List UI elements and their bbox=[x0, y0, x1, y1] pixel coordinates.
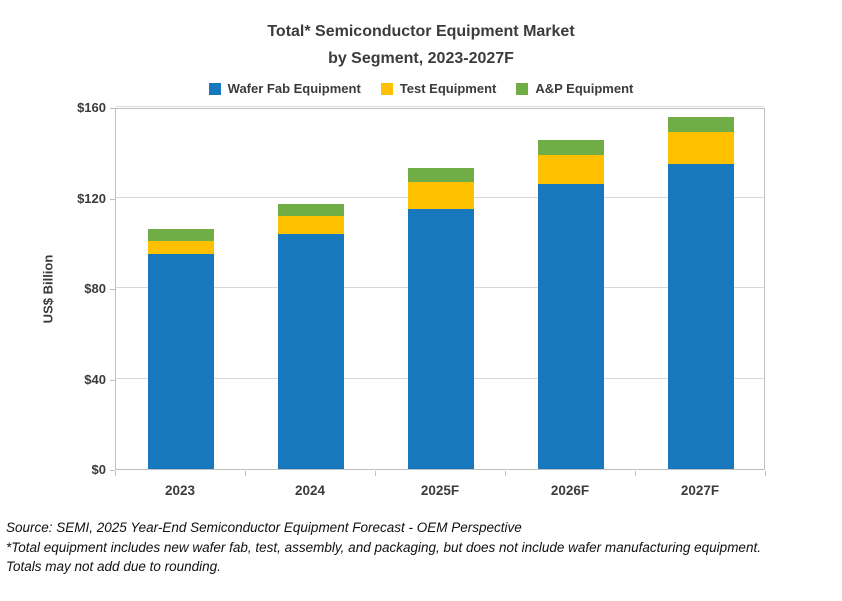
bar-segment bbox=[278, 233, 344, 469]
legend-swatch bbox=[380, 82, 393, 95]
y-axis-tick bbox=[110, 289, 115, 290]
x-tick-label: 2026F bbox=[550, 483, 590, 498]
x-axis-tick bbox=[115, 471, 116, 476]
x-tick-label: 2025F bbox=[420, 483, 460, 498]
y-tick-label: $80 bbox=[84, 281, 106, 296]
legend-swatch bbox=[208, 82, 221, 95]
y-axis-tick bbox=[110, 198, 115, 200]
bar-segment bbox=[408, 208, 474, 469]
bar-segment bbox=[538, 154, 604, 184]
source-note: Source: SEMI, 2025 Year-End Semiconducto… bbox=[6, 518, 840, 577]
footnote-line: *Total equipment includes new wafer fab,… bbox=[6, 539, 761, 555]
x-axis-tick bbox=[375, 471, 376, 476]
source-line: Source: SEMI, 2025 Year-End Semiconducto… bbox=[6, 520, 522, 535]
y-tick-label: $160 bbox=[77, 100, 106, 115]
legend-item: A&P Equipment bbox=[516, 81, 633, 96]
legend-label: Wafer Fab Equipment bbox=[227, 81, 361, 96]
x-axis-tick bbox=[765, 471, 766, 476]
x-axis-tick bbox=[635, 471, 636, 476]
y-axis-tick bbox=[110, 379, 115, 381]
y-axis-tick bbox=[110, 108, 115, 109]
footnote-line: Totals may not add due to rounding. bbox=[6, 559, 221, 574]
x-tick-label: 2027F bbox=[680, 483, 720, 498]
plot-area bbox=[115, 106, 765, 470]
y-tick-label: $120 bbox=[77, 190, 106, 206]
bar-segment bbox=[278, 215, 344, 234]
bar-segment bbox=[148, 254, 214, 469]
bar-segment bbox=[148, 240, 214, 255]
bar-segment bbox=[668, 163, 734, 469]
chart-title-line1: Total* Semiconductor Equipment Market bbox=[267, 23, 575, 40]
y-tick-label: $0 bbox=[91, 462, 106, 477]
legend-label: Test Equipment bbox=[399, 81, 497, 96]
bar-segment bbox=[538, 183, 604, 469]
chart-legend: Wafer Fab Equipment Test Equipment A&P Equ… bbox=[0, 81, 842, 96]
y-tick-label: $40 bbox=[84, 371, 106, 387]
bar-segment bbox=[668, 117, 734, 132]
bar-segment bbox=[148, 229, 214, 241]
legend-item: Test Equipment bbox=[380, 81, 497, 96]
bar-segment bbox=[278, 204, 344, 216]
bar-segment bbox=[668, 131, 734, 164]
x-axis-tick bbox=[505, 471, 506, 476]
legend-label: A&P Equipment bbox=[535, 81, 634, 96]
bar-segment bbox=[408, 181, 474, 209]
legend-swatch bbox=[516, 82, 529, 95]
x-axis-tick bbox=[245, 471, 246, 476]
gridline bbox=[116, 106, 764, 107]
legend-item: Wafer Fab Equipment bbox=[208, 81, 361, 96]
chart-title-line2: by Segment, 2023-2027F bbox=[328, 50, 514, 67]
bar-segment bbox=[408, 168, 474, 182]
bar-segment bbox=[538, 139, 604, 155]
chart-title: Total* Semiconductor Equipment Market by… bbox=[0, 18, 842, 72]
y-axis-tick bbox=[110, 470, 115, 471]
x-tick-label: 2023 bbox=[164, 483, 196, 498]
x-tick-label: 2024 bbox=[294, 483, 326, 498]
